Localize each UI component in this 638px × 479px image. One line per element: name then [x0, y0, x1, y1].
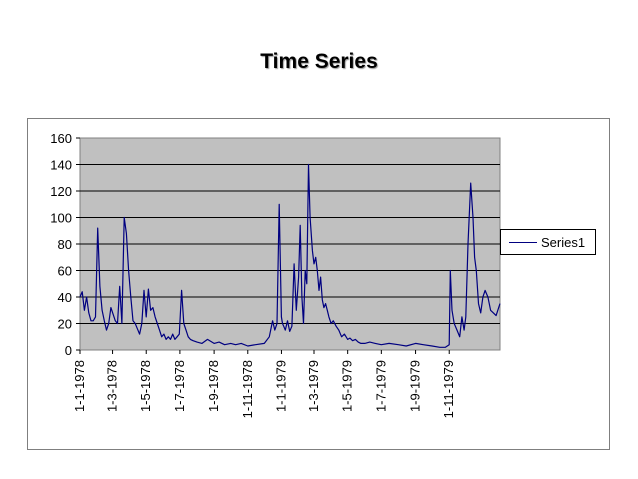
chart-area: 0 20 40 60 80 100 120 140 160 1-1-1978 1-3-1978 1-… [27, 118, 610, 450]
x-tick-label: 1-3-1979 [306, 360, 321, 412]
y-tick-label: 0 [65, 343, 72, 358]
y-tick-label: 100 [50, 211, 72, 226]
x-tick-label: 1-11-1978 [240, 360, 255, 418]
x-tick-label: 1-9-1979 [408, 360, 423, 412]
y-tick-label: 140 [50, 158, 72, 173]
y-axis-ticks: 0 20 40 60 80 100 120 140 160 [50, 131, 80, 358]
x-tick-label: 1-11-1979 [441, 360, 456, 418]
legend-swatch [509, 242, 537, 243]
x-tick-label: 1-1-1978 [72, 360, 87, 412]
x-tick-label: 1-7-1979 [373, 360, 388, 412]
x-tick-label: 1-5-1978 [138, 360, 153, 412]
grid-lines [80, 164, 500, 324]
y-tick-label: 80 [58, 237, 72, 252]
y-tick-label: 40 [58, 290, 72, 305]
x-tick-label: 1-9-1978 [206, 360, 221, 412]
y-tick-label: 60 [58, 264, 72, 279]
series-line-1 [79, 163, 501, 348]
y-tick-label: 20 [58, 317, 72, 332]
x-tick-label: 1-5-1979 [340, 360, 355, 412]
x-tick-label: 1-7-1978 [172, 360, 187, 412]
y-tick-label: 120 [50, 184, 72, 199]
legend: Series1 [500, 229, 596, 255]
x-tick-label: 1-1-1979 [273, 360, 288, 412]
y-tick-label: 160 [50, 131, 72, 146]
legend-label-series1: Series1 [541, 235, 586, 250]
chart-title: Time Series [260, 50, 378, 73]
series-layer [79, 163, 501, 348]
x-tick-label: 1-3-1978 [105, 360, 120, 412]
x-axis-ticks: 1-1-1978 1-3-1978 1-5-1978 1-7-1978 1-9-1978… [72, 350, 456, 418]
